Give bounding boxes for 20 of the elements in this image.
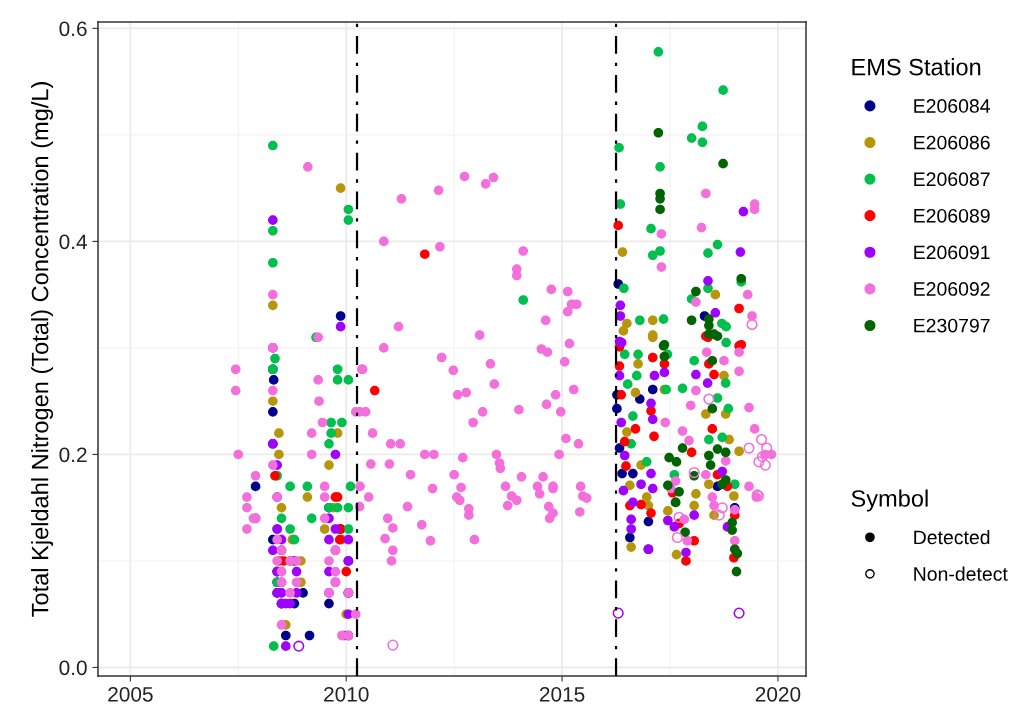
legend-label: E206086: [914, 135, 990, 150]
x-tick-label: 2020: [755, 686, 801, 702]
y-tick-label: 0.4: [59, 234, 87, 250]
text: Symbol: [851, 489, 928, 512]
x-tick-label: 2015: [539, 686, 585, 702]
legend-label: E206092: [914, 282, 990, 296]
legend-label: E206084: [914, 99, 990, 113]
y-axis-title: Total Kjeldahl Nitrogen (Total) Concentration (mg/L): [31, 82, 54, 617]
y-tick-label: 0.0: [59, 660, 87, 676]
text: Detected: [914, 529, 990, 545]
text: EMS Station: [852, 58, 981, 76]
x-tick-label: 2010: [324, 686, 369, 702]
legend-label: E206091: [914, 245, 990, 260]
legend-label: E206087: [914, 172, 990, 187]
legend-label: E230797: [914, 318, 990, 333]
x-tick-label: 2005: [108, 686, 153, 702]
text: Non-detect: [914, 566, 1008, 581]
legend-label: E206089: [914, 208, 990, 223]
y-tick-label: 0.6: [59, 21, 87, 37]
y-tick-label: 0.2: [59, 447, 87, 463]
